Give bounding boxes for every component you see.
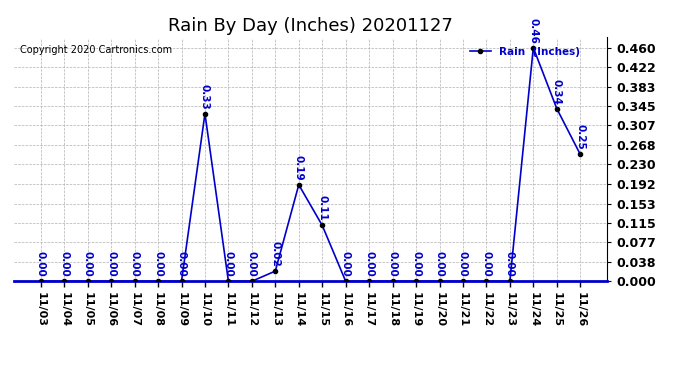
Text: 0.00: 0.00 — [435, 251, 444, 277]
Text: 0.00: 0.00 — [106, 251, 116, 277]
Text: 0.33: 0.33 — [200, 84, 210, 110]
Rain  (Inches) — [412, 279, 420, 284]
Text: 0.46: 0.46 — [529, 18, 538, 44]
Text: 0.00: 0.00 — [411, 251, 421, 277]
Rain  (Inches) — [459, 279, 467, 284]
Rain  (Inches) — [318, 223, 326, 228]
Text: 0.00: 0.00 — [247, 251, 257, 277]
Text: 0.34: 0.34 — [552, 78, 562, 104]
Rain  (Inches) — [435, 279, 444, 284]
Rain  (Inches) — [107, 279, 115, 284]
Rain  (Inches) — [201, 111, 209, 116]
Text: 0.00: 0.00 — [153, 251, 163, 277]
Text: 0.00: 0.00 — [224, 251, 233, 277]
Legend: Rain  (Inches): Rain (Inches) — [466, 43, 584, 61]
Title: Rain By Day (Inches) 20201127: Rain By Day (Inches) 20201127 — [168, 16, 453, 34]
Rain  (Inches) — [83, 279, 92, 284]
Text: 0.19: 0.19 — [294, 155, 304, 181]
Text: 0.00: 0.00 — [364, 251, 374, 277]
Text: 0.00: 0.00 — [482, 251, 491, 277]
Rain  (Inches) — [271, 269, 279, 273]
Rain  (Inches) — [130, 279, 139, 284]
Rain  (Inches) — [177, 279, 186, 284]
Line: Rain  (Inches): Rain (Inches) — [39, 46, 582, 284]
Rain  (Inches) — [37, 279, 45, 284]
Rain  (Inches) — [60, 279, 68, 284]
Rain  (Inches) — [342, 279, 350, 284]
Rain  (Inches) — [529, 45, 538, 50]
Text: 0.11: 0.11 — [317, 195, 327, 221]
Rain  (Inches) — [154, 279, 162, 284]
Rain  (Inches) — [506, 279, 514, 284]
Rain  (Inches) — [388, 279, 397, 284]
Text: 0.00: 0.00 — [130, 251, 139, 277]
Text: 0.00: 0.00 — [83, 251, 92, 277]
Text: 0.00: 0.00 — [458, 251, 468, 277]
Text: 0.00: 0.00 — [505, 251, 515, 277]
Text: 0.02: 0.02 — [270, 241, 280, 267]
Text: 0.00: 0.00 — [59, 251, 69, 277]
Rain  (Inches) — [553, 106, 561, 111]
Text: 0.25: 0.25 — [575, 124, 585, 150]
Text: 0.00: 0.00 — [388, 251, 397, 277]
Text: 0.00: 0.00 — [341, 251, 351, 277]
Rain  (Inches) — [482, 279, 491, 284]
Rain  (Inches) — [248, 279, 256, 284]
Rain  (Inches) — [576, 152, 584, 156]
Rain  (Inches) — [224, 279, 233, 284]
Text: Copyright 2020 Cartronics.com: Copyright 2020 Cartronics.com — [20, 45, 172, 55]
Text: 0.00: 0.00 — [36, 251, 46, 277]
Rain  (Inches) — [295, 183, 303, 187]
Text: 0.00: 0.00 — [177, 251, 186, 277]
Rain  (Inches) — [365, 279, 373, 284]
